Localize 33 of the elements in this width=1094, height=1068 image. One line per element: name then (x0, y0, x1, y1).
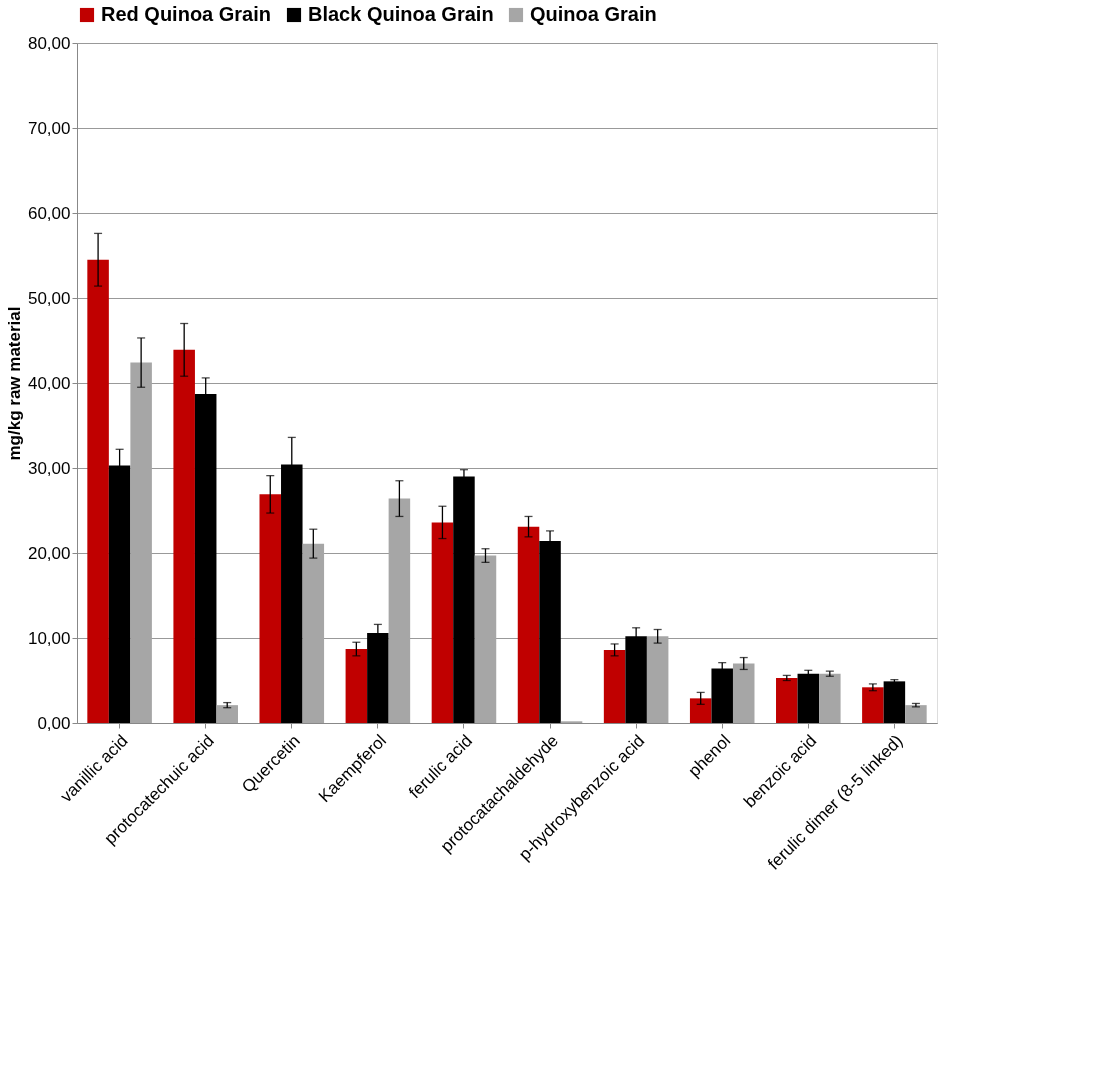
bar (302, 543, 325, 723)
bar (130, 362, 152, 723)
bar (517, 526, 540, 723)
legend-label: Black Quinoa Grain (308, 3, 494, 25)
y-tick-label: 30,00 (27, 458, 71, 478)
bar (776, 677, 798, 723)
bar (603, 649, 626, 723)
bar (883, 681, 906, 723)
y-tick-label: 80,00 (27, 33, 71, 53)
bar (388, 498, 411, 723)
y-tick-label: 10,00 (27, 628, 71, 648)
bar (862, 687, 884, 723)
y-tick-label: 20,00 (27, 543, 71, 563)
legend-label: Quinoa Grain (530, 3, 657, 25)
bar (819, 673, 841, 723)
bar (732, 663, 755, 723)
bar (689, 698, 712, 723)
bar (216, 705, 238, 723)
bar (173, 349, 195, 723)
bar (345, 649, 368, 723)
y-axis-title: mg/kg raw material (4, 306, 24, 461)
bar (646, 636, 669, 723)
legend-label: Red Quinoa Grain (101, 3, 272, 25)
bar (259, 494, 282, 723)
y-tick-label: 60,00 (27, 203, 71, 223)
y-tick-label: 50,00 (27, 288, 71, 308)
y-tick-label: 40,00 (27, 373, 71, 393)
bar (474, 555, 497, 723)
bar (431, 522, 454, 723)
y-tick-label: 70,00 (27, 118, 71, 138)
bar (905, 705, 927, 723)
bar (87, 259, 109, 723)
y-tick-label: 0,00 (37, 713, 71, 733)
